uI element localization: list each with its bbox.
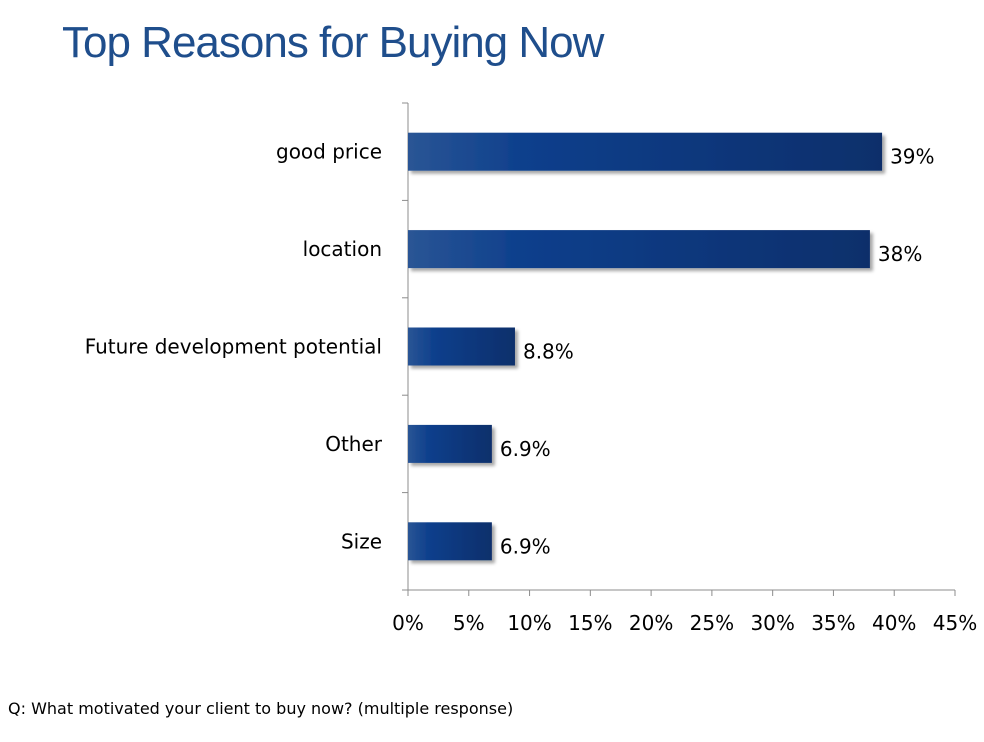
chart-title: Top Reasons for Buying Now <box>62 18 604 67</box>
data-label: 6.9% <box>500 534 551 558</box>
category-label: location <box>303 237 382 261</box>
x-tick-label: 40% <box>872 611 916 635</box>
data-label: 8.8% <box>523 340 574 364</box>
bar <box>408 132 883 171</box>
x-tick-label: 0% <box>392 611 424 635</box>
bar-group <box>408 132 883 561</box>
data-label: 38% <box>878 242 922 266</box>
x-tick-label: 30% <box>750 611 794 635</box>
x-tick-label: 35% <box>811 611 855 635</box>
category-label: good price <box>276 140 382 164</box>
category-label: Other <box>325 432 383 456</box>
bar <box>408 522 492 561</box>
x-tick-label: 25% <box>690 611 734 635</box>
category-label: Future development potential <box>85 335 382 359</box>
x-tick-label: 5% <box>453 611 485 635</box>
x-tick-label: 15% <box>568 611 612 635</box>
data-label: 39% <box>890 145 934 169</box>
bar <box>408 424 492 463</box>
x-tick-label: 20% <box>629 611 673 635</box>
bar <box>408 230 870 269</box>
bar <box>408 327 515 366</box>
label-group: 0% 5% 10% 15% 20% 25% 30% 35% 40% 45% good price 39… <box>85 140 978 635</box>
data-label: 6.9% <box>500 437 551 461</box>
x-tick-label: 10% <box>507 611 551 635</box>
x-tick-label: 45% <box>933 611 977 635</box>
category-label: Size <box>341 529 382 553</box>
footnote: Q: What motivated your client to buy now… <box>8 699 514 718</box>
